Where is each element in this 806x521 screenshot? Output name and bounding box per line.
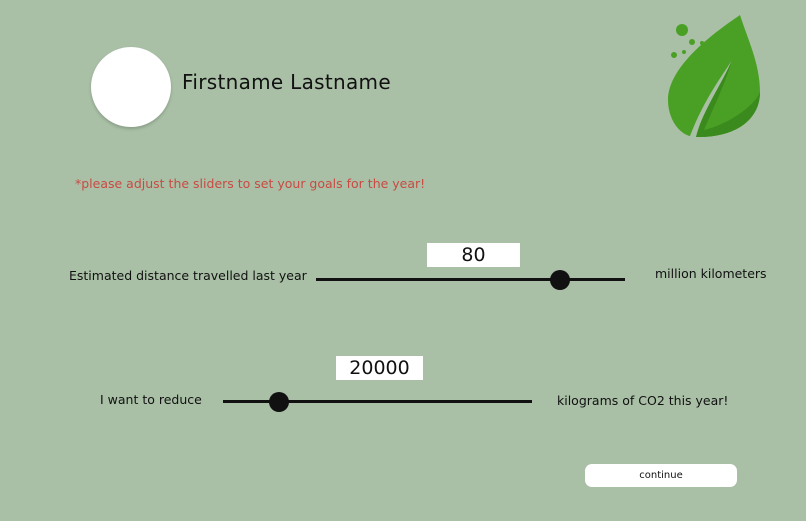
distance-unit-label: million kilometers — [655, 266, 767, 281]
distance-label: Estimated distance travelled last year — [69, 268, 307, 283]
leaf-logo-icon — [668, 15, 760, 138]
reduce-unit-label: kilograms of CO2 this year! — [557, 393, 729, 408]
continue-button[interactable]: continue — [585, 464, 737, 487]
distance-value: 80 — [427, 243, 520, 267]
reduce-slider[interactable] — [223, 391, 532, 412]
avatar — [91, 47, 171, 127]
instruction-text: *please adjust the sliders to set your g… — [75, 176, 426, 191]
reduce-value: 20000 — [336, 356, 423, 380]
user-name: Firstname Lastname — [182, 70, 391, 94]
reduce-slider-thumb[interactable] — [268, 391, 289, 412]
distance-slider-thumb[interactable] — [550, 269, 571, 290]
distance-slider[interactable] — [316, 269, 625, 290]
reduce-label: I want to reduce — [100, 392, 202, 407]
